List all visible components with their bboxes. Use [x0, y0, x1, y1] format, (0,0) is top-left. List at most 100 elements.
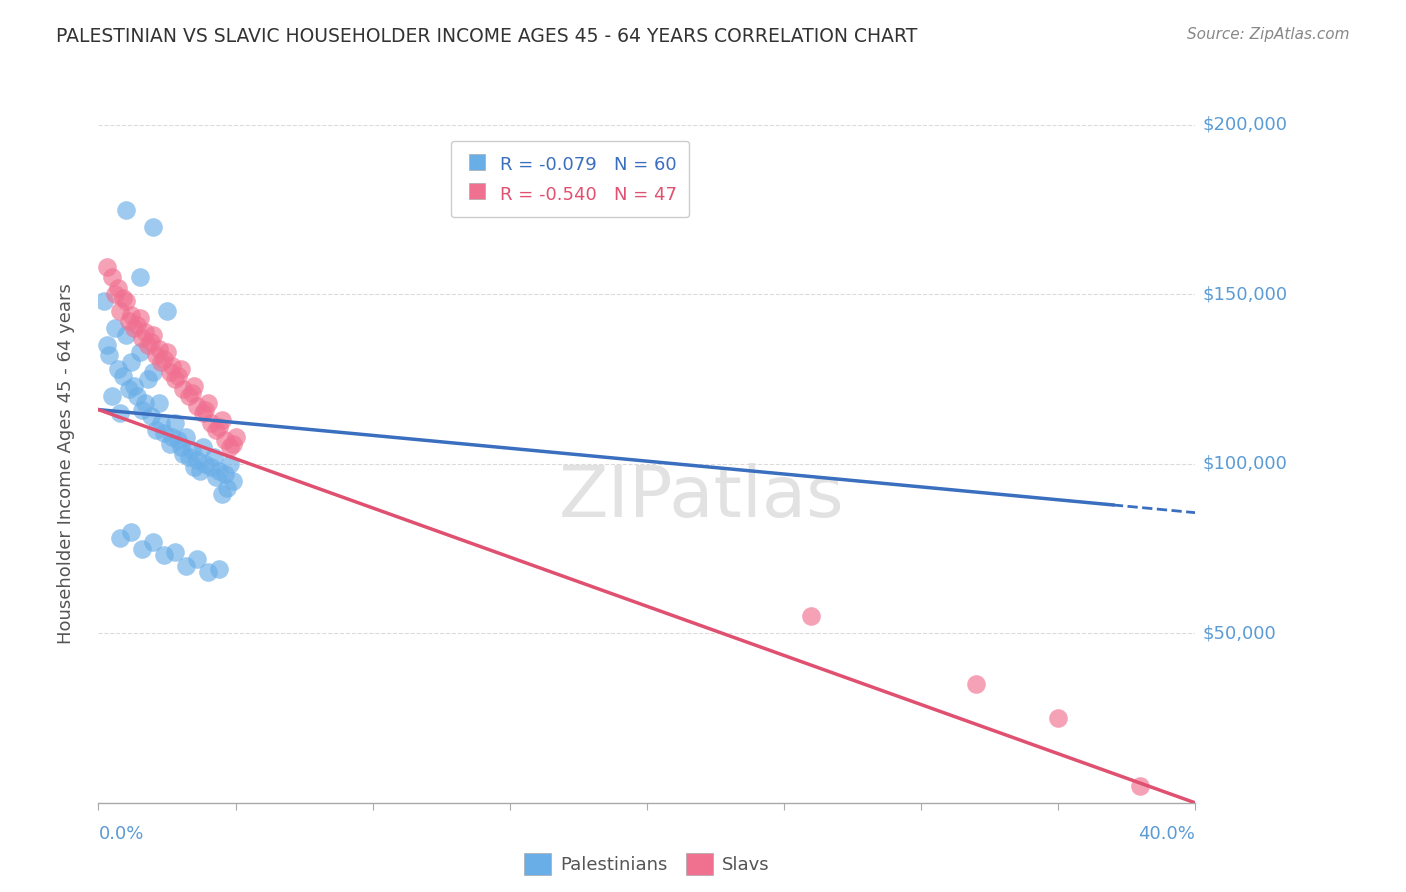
Point: [219, 457, 242, 471]
Point: [131, 331, 153, 345]
Text: $200,000: $200,000: [1202, 116, 1286, 134]
Text: Source: ZipAtlas.com: Source: ZipAtlas.com: [1187, 27, 1350, 42]
Point: [148, 396, 170, 410]
Point: [117, 382, 139, 396]
Point: [139, 334, 162, 349]
Point: [148, 342, 170, 356]
Point: [194, 457, 217, 471]
Point: [200, 416, 222, 430]
Point: [145, 348, 167, 362]
Point: [197, 396, 219, 410]
Point: [174, 558, 197, 573]
Point: [112, 368, 135, 383]
Point: [153, 426, 176, 441]
Point: [142, 328, 165, 343]
Point: [136, 338, 159, 352]
Point: [112, 291, 135, 305]
Point: [214, 433, 236, 447]
Text: PALESTINIAN VS SLAVIC HOUSEHOLDER INCOME AGES 45 - 64 YEARS CORRELATION CHART: PALESTINIAN VS SLAVIC HOUSEHOLDER INCOME…: [56, 27, 918, 45]
Point: [153, 549, 176, 563]
Point: [93, 294, 115, 309]
Point: [225, 430, 247, 444]
Point: [217, 481, 239, 495]
Text: ZIPatlas: ZIPatlas: [558, 463, 845, 533]
Point: [180, 385, 202, 400]
Text: $100,000: $100,000: [1202, 455, 1286, 473]
Point: [150, 355, 173, 369]
Point: [139, 409, 162, 424]
Point: [222, 436, 245, 450]
Point: [101, 389, 124, 403]
Point: [180, 443, 202, 458]
Point: [183, 379, 205, 393]
Point: [128, 270, 150, 285]
Point: [162, 359, 184, 373]
Point: [191, 440, 214, 454]
Point: [165, 545, 187, 559]
Point: [107, 362, 129, 376]
Point: [136, 372, 159, 386]
Point: [96, 338, 118, 352]
Point: [165, 372, 187, 386]
Point: [208, 562, 231, 576]
Point: [172, 447, 194, 461]
Text: 0.0%: 0.0%: [98, 825, 143, 843]
Legend: Palestinians, Slavs: Palestinians, Slavs: [517, 846, 776, 882]
Point: [202, 450, 225, 464]
Point: [162, 430, 184, 444]
Point: [205, 470, 228, 484]
Point: [177, 389, 200, 403]
Point: [186, 453, 208, 467]
Point: [142, 365, 165, 379]
Point: [188, 464, 211, 478]
Point: [205, 423, 228, 437]
Point: [170, 362, 193, 376]
Point: [211, 413, 233, 427]
Text: 40.0%: 40.0%: [1139, 825, 1195, 843]
Point: [186, 399, 208, 413]
Point: [156, 304, 179, 318]
Point: [104, 321, 127, 335]
Point: [142, 219, 165, 234]
Point: [172, 382, 194, 396]
Point: [125, 389, 148, 403]
Point: [170, 440, 193, 454]
Y-axis label: Householder Income Ages 45 - 64 years: Householder Income Ages 45 - 64 years: [56, 284, 75, 644]
Point: [115, 328, 138, 343]
Point: [120, 524, 142, 539]
Point: [134, 325, 156, 339]
Point: [150, 416, 173, 430]
Point: [159, 365, 181, 379]
Point: [194, 402, 217, 417]
Point: [110, 406, 132, 420]
Point: [208, 419, 231, 434]
Point: [96, 260, 118, 275]
Point: [128, 311, 150, 326]
Point: [167, 433, 190, 447]
Point: [1129, 779, 1152, 793]
Point: [115, 294, 138, 309]
Text: $50,000: $50,000: [1202, 624, 1275, 642]
Point: [214, 467, 236, 481]
Point: [153, 351, 176, 366]
Point: [98, 348, 121, 362]
Point: [145, 423, 167, 437]
Point: [122, 321, 145, 335]
Point: [222, 474, 245, 488]
Point: [142, 534, 165, 549]
Point: [120, 355, 142, 369]
Point: [197, 566, 219, 580]
Point: [186, 551, 208, 566]
Point: [211, 487, 233, 501]
Point: [167, 368, 190, 383]
Point: [107, 280, 129, 294]
Point: [131, 402, 153, 417]
Point: [117, 314, 139, 328]
Point: [131, 541, 153, 556]
Point: [159, 436, 181, 450]
Point: [110, 304, 132, 318]
Point: [208, 464, 231, 478]
Point: [120, 308, 142, 322]
Point: [165, 416, 187, 430]
Point: [110, 532, 132, 546]
